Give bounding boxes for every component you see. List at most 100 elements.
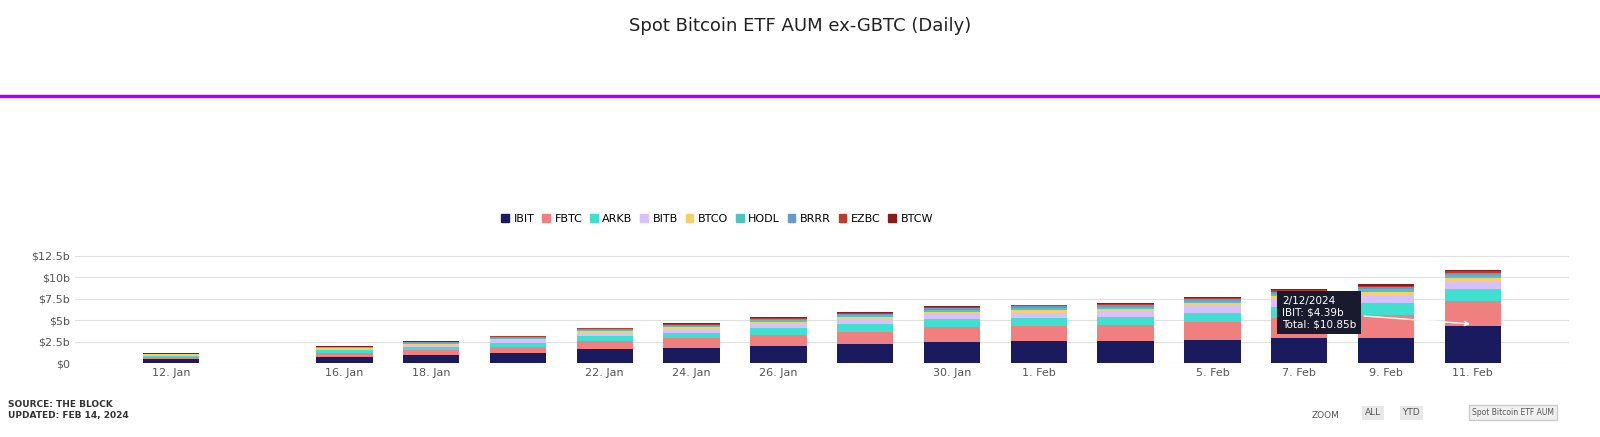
Bar <box>750 317 806 318</box>
Bar <box>142 355 198 356</box>
Bar <box>576 349 634 364</box>
Bar <box>490 347 546 353</box>
Bar <box>664 327 720 329</box>
Bar <box>490 338 546 339</box>
Bar <box>1358 289 1414 292</box>
Bar <box>750 324 806 329</box>
Bar <box>1098 312 1154 317</box>
Bar <box>1098 341 1154 364</box>
Bar <box>923 308 981 309</box>
Bar <box>1445 289 1501 302</box>
Text: ALL: ALL <box>1365 408 1381 417</box>
Bar <box>664 329 720 333</box>
Bar <box>664 348 720 364</box>
Bar <box>923 306 981 307</box>
Bar <box>1184 322 1240 340</box>
Bar <box>1445 271 1501 273</box>
Bar <box>750 322 806 324</box>
Bar <box>490 336 546 337</box>
Bar <box>1011 308 1067 310</box>
Bar <box>1270 296 1328 300</box>
Bar <box>576 330 634 331</box>
Bar <box>490 343 546 347</box>
Bar <box>142 359 198 364</box>
Bar <box>837 313 893 314</box>
Bar <box>317 353 373 357</box>
Bar <box>923 307 981 308</box>
Bar <box>576 331 634 333</box>
Bar <box>664 333 720 338</box>
Bar <box>317 357 373 364</box>
Bar <box>923 312 981 315</box>
Bar <box>1270 300 1328 307</box>
Bar <box>837 314 893 315</box>
Bar <box>1358 284 1414 285</box>
Bar <box>1184 306 1240 312</box>
Bar <box>1358 285 1414 287</box>
Bar <box>317 347 373 348</box>
Bar <box>403 342 459 343</box>
Bar <box>576 329 634 330</box>
Bar <box>142 356 198 357</box>
Bar <box>490 339 546 340</box>
Text: Spot Bitcoin ETF AUM ex-GBTC (Daily): Spot Bitcoin ETF AUM ex-GBTC (Daily) <box>629 17 971 35</box>
Bar <box>1011 310 1067 313</box>
Bar <box>1098 317 1154 326</box>
Text: Spot Bitcoin ETF AUM: Spot Bitcoin ETF AUM <box>1472 408 1554 417</box>
Bar <box>1011 341 1067 364</box>
Bar <box>317 350 373 353</box>
Text: ZOOM: ZOOM <box>1312 410 1339 420</box>
Bar <box>1445 270 1501 271</box>
Bar <box>837 344 893 364</box>
Bar <box>490 340 546 343</box>
Bar <box>142 357 198 359</box>
Bar <box>403 347 459 350</box>
Bar <box>576 336 634 340</box>
Bar <box>490 353 546 364</box>
Bar <box>1270 338 1328 364</box>
Bar <box>750 319 806 320</box>
Bar <box>1358 315 1414 337</box>
Bar <box>576 340 634 349</box>
Bar <box>837 332 893 344</box>
Bar <box>837 312 893 313</box>
Bar <box>490 337 546 338</box>
Bar <box>1184 303 1240 306</box>
Bar <box>1445 326 1501 364</box>
Legend: IBIT, FBTC, ARKB, BITB, BTCO, HODL, BRRR, EZBC, BTCW: IBIT, FBTC, ARKB, BITB, BTCO, HODL, BRRR… <box>498 210 938 229</box>
Bar <box>923 309 981 312</box>
Bar <box>1445 282 1501 289</box>
Bar <box>1270 318 1328 338</box>
Bar <box>750 320 806 322</box>
Bar <box>1184 299 1240 301</box>
Bar <box>1184 312 1240 322</box>
Bar <box>1358 296 1414 303</box>
Bar <box>664 338 720 348</box>
Bar <box>403 350 459 355</box>
Bar <box>923 342 981 364</box>
Bar <box>750 346 806 364</box>
Bar <box>837 324 893 332</box>
Bar <box>837 315 893 317</box>
Bar <box>576 328 634 329</box>
Bar <box>923 319 981 327</box>
Bar <box>837 317 893 319</box>
Bar <box>1098 305 1154 307</box>
Bar <box>1098 303 1154 304</box>
Bar <box>1270 292 1328 294</box>
Bar <box>1184 301 1240 303</box>
Text: 2/12/2024
IBIT: $4.39b
Total: $10.85b: 2/12/2024 IBIT: $4.39b Total: $10.85b <box>1282 296 1469 329</box>
Bar <box>1184 297 1240 298</box>
Bar <box>1358 287 1414 289</box>
Bar <box>403 345 459 347</box>
Bar <box>1270 291 1328 292</box>
Bar <box>403 343 459 345</box>
Bar <box>1011 326 1067 341</box>
Bar <box>1184 298 1240 299</box>
Bar <box>1011 305 1067 306</box>
Bar <box>923 327 981 342</box>
Bar <box>750 318 806 319</box>
Bar <box>317 348 373 349</box>
Text: YTD: YTD <box>1402 408 1421 417</box>
Bar <box>1098 309 1154 312</box>
